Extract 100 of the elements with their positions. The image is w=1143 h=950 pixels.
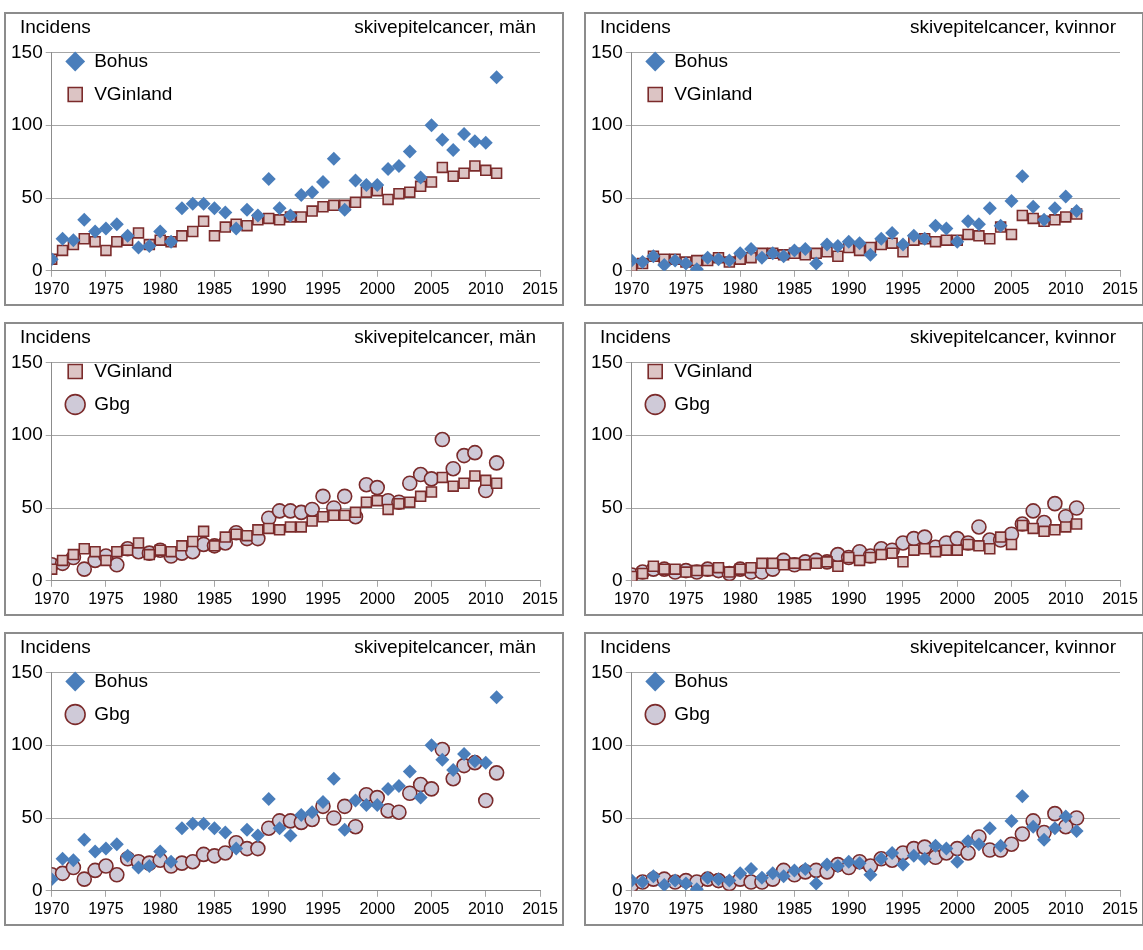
x-tick-label: 1990 [830,589,867,607]
legend-label: VGinland [674,359,753,381]
y-tick-label: 50 [21,806,43,828]
chart-title: skivepitelcancer, kvinnor [910,16,1116,38]
x-tick-label: 1995 [305,589,341,607]
x-tick-label: 2010 [467,899,504,917]
chart-title: skivepitelcancer, kvinnor [910,636,1116,658]
x-tick-label: 1985 [196,279,233,297]
y-tick-label: 50 [21,186,43,208]
x-tick-label: 2000 [939,589,976,607]
x-tick-label: 1975 [88,899,124,917]
legend-label: Bohus [94,49,149,71]
x-tick-label: 1970 [33,589,70,607]
y-axis-title: Incidens [20,636,91,658]
x-tick-label: 2000 [939,899,976,917]
x-tick-label: 1975 [88,279,124,297]
x-tick-label: 2005 [993,899,1030,917]
legend-label: Bohus [94,669,149,691]
y-tick-label: 0 [612,569,623,591]
legend-label: Bohus [674,49,729,71]
legend-label: VGinland [674,82,753,104]
x-tick-label: 1975 [668,899,704,917]
y-tick-label: 0 [32,569,43,591]
x-tick-label: 1970 [613,899,650,917]
y-tick-label: 150 [591,350,623,372]
y-axis-title: Incidens [20,16,91,38]
x-tick-label: 1985 [776,899,813,917]
legend-label: Gbg [94,702,131,724]
y-tick-label: 100 [591,423,623,445]
x-tick-label: 2000 [359,589,396,607]
y-tick-label: 150 [591,660,623,682]
legend-label: VGinland [94,82,173,104]
y-tick-label: 100 [11,113,43,135]
x-tick-label: 1970 [33,899,70,917]
x-tick-label: 2005 [413,589,450,607]
x-tick-label: 1990 [250,279,287,297]
x-tick-label: 1995 [885,279,921,297]
x-tick-label: 2000 [359,899,396,917]
x-tick-label: 2000 [359,279,396,297]
legend-label: Gbg [674,702,711,724]
x-tick-label: 1990 [830,279,867,297]
x-tick-label: 2015 [522,899,558,917]
x-tick-label: 1980 [722,899,759,917]
x-tick-label: 2015 [1102,899,1138,917]
x-tick-label: 2010 [1047,899,1084,917]
x-tick-label: 2015 [1102,589,1138,607]
y-tick-label: 50 [21,496,43,518]
x-tick-label: 2000 [939,279,976,297]
x-tick-label: 1990 [830,899,867,917]
y-axis-title: Incidens [600,326,671,348]
y-tick-label: 50 [601,186,623,208]
y-tick-label: 150 [11,40,43,62]
x-tick-label: 2005 [413,279,450,297]
y-tick-label: 0 [612,879,623,901]
x-tick-label: 1985 [196,589,233,607]
y-tick-label: 150 [591,40,623,62]
chart-title: skivepitelcancer, män [354,636,536,658]
x-tick-label: 2010 [467,589,504,607]
x-tick-label: 1975 [88,589,124,607]
legend-label: Bohus [674,669,729,691]
x-tick-label: 1985 [196,899,233,917]
x-tick-label: 1995 [305,279,341,297]
x-tick-label: 1985 [776,279,813,297]
y-tick-label: 100 [11,733,43,755]
x-tick-label: 1995 [885,899,921,917]
x-tick-label: 1995 [305,899,341,917]
y-tick-label: 150 [11,660,43,682]
x-tick-label: 1980 [142,279,179,297]
y-tick-label: 100 [11,423,43,445]
x-tick-label: 1970 [613,589,650,607]
x-tick-label: 1970 [33,279,70,297]
y-tick-label: 50 [601,806,623,828]
x-tick-label: 2005 [413,899,450,917]
x-tick-label: 1980 [722,279,759,297]
y-axis-title: Incidens [600,16,671,38]
x-tick-label: 2010 [467,279,504,297]
x-tick-label: 1980 [142,899,179,917]
x-tick-label: 2010 [1047,589,1084,607]
x-tick-label: 1975 [668,589,704,607]
chart-title: skivepitelcancer, män [354,326,536,348]
y-tick-label: 100 [591,113,623,135]
y-tick-label: 0 [32,259,43,281]
x-tick-label: 2015 [522,589,558,607]
x-tick-label: 2005 [993,589,1030,607]
x-tick-label: 1980 [722,589,759,607]
x-tick-label: 1995 [885,589,921,607]
x-tick-label: 2005 [993,279,1030,297]
x-tick-label: 2015 [522,279,558,297]
chart-title: skivepitelcancer, kvinnor [910,326,1116,348]
chart-title: skivepitelcancer, män [354,16,536,38]
y-tick-label: 0 [612,259,623,281]
legend-label: Gbg [94,392,131,414]
x-tick-label: 2015 [1102,279,1138,297]
legend-label: VGinland [94,359,173,381]
y-tick-label: 100 [591,733,623,755]
x-tick-label: 1990 [250,899,287,917]
y-tick-label: 150 [11,350,43,372]
legend-label: Gbg [674,392,711,414]
x-tick-label: 1975 [668,279,704,297]
y-tick-label: 50 [601,496,623,518]
